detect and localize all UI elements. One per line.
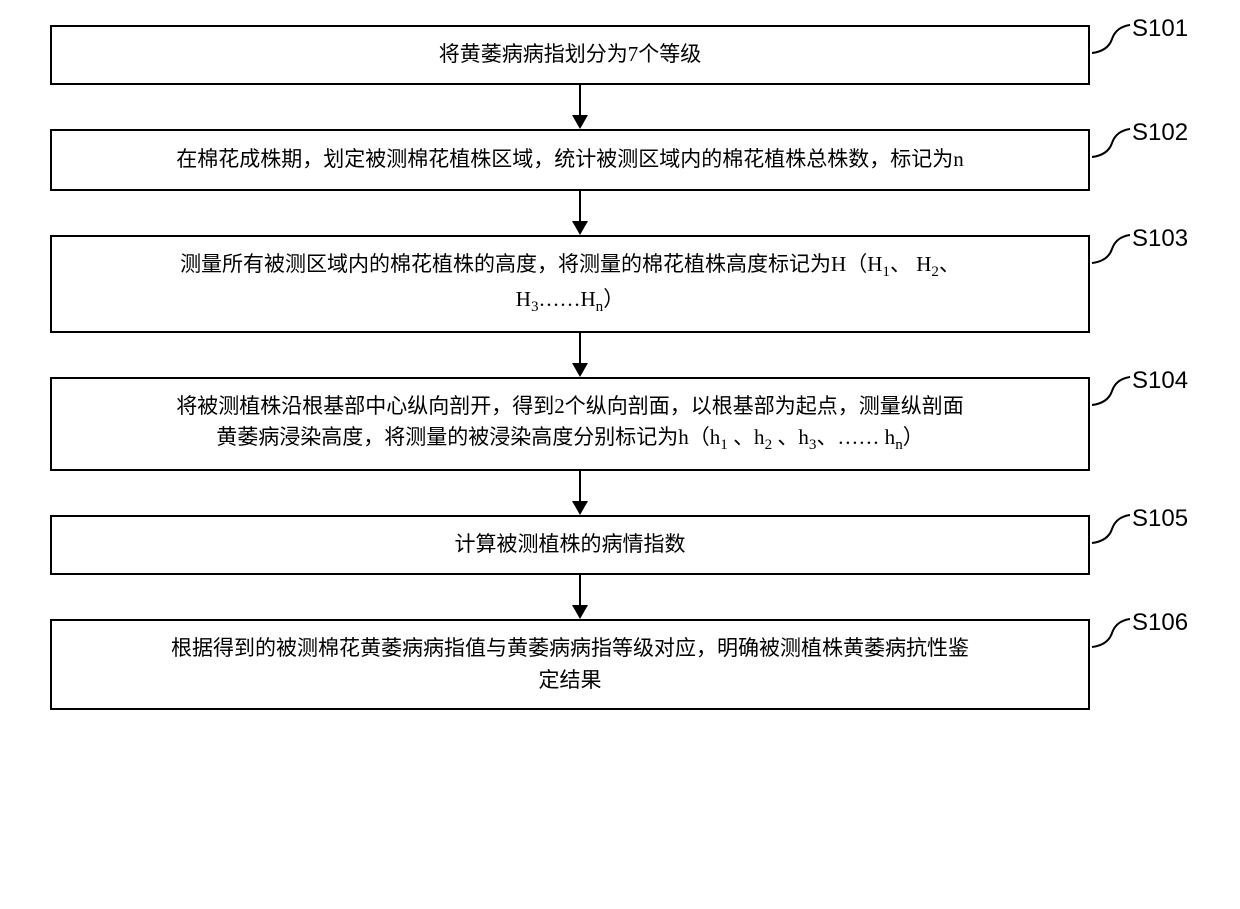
- step-text: 计算被测植株的病情指数: [455, 529, 686, 561]
- step-label-wrap: S103: [1090, 231, 1188, 265]
- flow-step-S104: 将被测植株沿根基部中心纵向剖开，得到2个纵向剖面，以根基部为起点，测量纵剖面黄萎…: [50, 377, 1110, 471]
- flow-step-S105: 计算被测植株的病情指数S105: [50, 515, 1110, 575]
- step-box: 计算被测植株的病情指数: [50, 515, 1090, 575]
- flowchart-container: 将黄萎病病指划分为7个等级S101 在棉花成株期，划定被测棉花植株区域，统计被测区…: [50, 25, 1110, 710]
- step-box: 根据得到的被测棉花黄萎病病指值与黄萎病病指等级对应，明确被测植株黄萎病抗性鉴定结…: [50, 619, 1090, 710]
- step-label: S104: [1132, 367, 1188, 395]
- step-label: S105: [1132, 505, 1188, 533]
- step-label-wrap: S106: [1090, 615, 1188, 649]
- step-label: S101: [1132, 15, 1188, 43]
- step-label: S103: [1132, 225, 1188, 253]
- step-label: S106: [1132, 609, 1188, 637]
- step-label-wrap: S101: [1090, 21, 1188, 55]
- flow-arrow: [60, 85, 1100, 129]
- flow-arrow: [60, 471, 1100, 515]
- flow-step-S106: 根据得到的被测棉花黄萎病病指值与黄萎病病指等级对应，明确被测植株黄萎病抗性鉴定结…: [50, 619, 1110, 710]
- step-box: 将被测植株沿根基部中心纵向剖开，得到2个纵向剖面，以根基部为起点，测量纵剖面黄萎…: [50, 377, 1090, 471]
- flow-arrow: [60, 191, 1100, 235]
- step-text: 测量所有被测区域内的棉花植株的高度，将测量的棉花植株高度标记为H（H1、 H2、…: [180, 249, 960, 319]
- step-text: 将被测植株沿根基部中心纵向剖开，得到2个纵向剖面，以根基部为起点，测量纵剖面黄萎…: [176, 391, 964, 457]
- flow-arrow: [60, 575, 1100, 619]
- step-box: 将黄萎病病指划分为7个等级: [50, 25, 1090, 85]
- flow-arrow: [60, 333, 1100, 377]
- step-label-wrap: S104: [1090, 373, 1188, 407]
- step-text: 根据得到的被测棉花黄萎病病指值与黄萎病病指等级对应，明确被测植株黄萎病抗性鉴定结…: [171, 633, 969, 696]
- step-text: 将黄萎病病指划分为7个等级: [439, 39, 702, 71]
- flow-step-S101: 将黄萎病病指划分为7个等级S101: [50, 25, 1110, 85]
- step-label-wrap: S105: [1090, 511, 1188, 545]
- step-box: 在棉花成株期，划定被测棉花植株区域，统计被测区域内的棉花植株总株数，标记为n: [50, 129, 1090, 191]
- flow-step-S103: 测量所有被测区域内的棉花植株的高度，将测量的棉花植株高度标记为H（H1、 H2、…: [50, 235, 1110, 333]
- step-box: 测量所有被测区域内的棉花植株的高度，将测量的棉花植株高度标记为H（H1、 H2、…: [50, 235, 1090, 333]
- flow-step-S102: 在棉花成株期，划定被测棉花植株区域，统计被测区域内的棉花植株总株数，标记为nS1…: [50, 129, 1110, 191]
- step-label: S102: [1132, 119, 1188, 147]
- step-label-wrap: S102: [1090, 125, 1188, 159]
- step-text: 在棉花成株期，划定被测棉花植株区域，统计被测区域内的棉花植株总株数，标记为n: [176, 144, 964, 176]
